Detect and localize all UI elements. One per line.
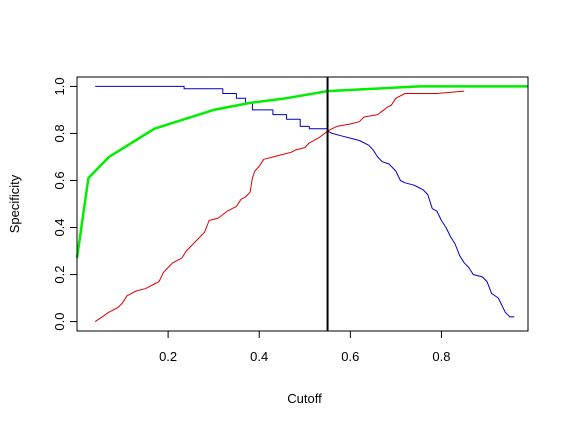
series-layer — [75, 85, 528, 323]
y-tick-label: 1.0 — [52, 77, 67, 95]
y-tick-label: 0.8 — [52, 124, 67, 142]
y-tick-label: 0.4 — [52, 218, 67, 236]
x-tick-label: 0.4 — [250, 349, 268, 364]
x-axis-title: Cutoff — [287, 391, 322, 406]
y-tick-label: 0.6 — [52, 171, 67, 189]
x-tick-label: 0.2 — [159, 349, 177, 364]
x-axis: 0.2 0.4 0.6 0.8 — [159, 330, 450, 364]
series-line-2 — [94, 90, 465, 323]
plot-frame — [76, 76, 529, 332]
y-tick-label: 0.2 — [52, 266, 67, 284]
x-tick-label: 0.8 — [432, 349, 450, 364]
y-axis-title: Specificity — [7, 174, 22, 233]
x-tick-label: 0.6 — [341, 349, 359, 364]
series-line-3 — [75, 85, 528, 259]
y-axis: 0.0 0.2 0.4 0.6 0.8 1.0 — [52, 77, 78, 331]
y-tick-label: 0.0 — [52, 313, 67, 331]
